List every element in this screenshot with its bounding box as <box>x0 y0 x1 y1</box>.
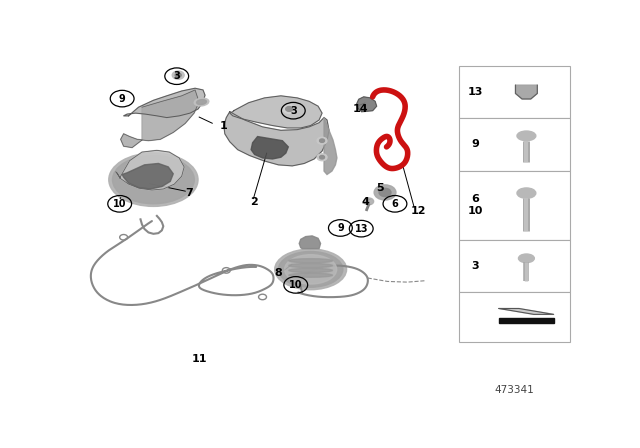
Text: 9: 9 <box>337 223 344 233</box>
FancyBboxPatch shape <box>460 240 570 292</box>
Ellipse shape <box>289 268 332 272</box>
Polygon shape <box>324 117 337 174</box>
Circle shape <box>317 154 327 161</box>
Ellipse shape <box>109 153 198 207</box>
Text: 10: 10 <box>113 199 127 209</box>
Text: 11: 11 <box>191 354 207 364</box>
Text: 3: 3 <box>472 261 479 271</box>
Polygon shape <box>121 90 199 147</box>
Ellipse shape <box>275 249 347 290</box>
Polygon shape <box>356 97 376 112</box>
FancyBboxPatch shape <box>460 66 570 118</box>
Circle shape <box>286 107 291 111</box>
Circle shape <box>319 139 324 142</box>
FancyBboxPatch shape <box>460 118 570 171</box>
Circle shape <box>283 104 296 113</box>
Ellipse shape <box>196 99 206 104</box>
Text: 14: 14 <box>353 104 368 114</box>
Text: 1: 1 <box>220 121 228 131</box>
Ellipse shape <box>194 98 209 106</box>
Text: 13: 13 <box>468 87 483 97</box>
Text: 6: 6 <box>392 199 398 209</box>
Circle shape <box>364 198 374 205</box>
Ellipse shape <box>113 155 195 204</box>
Polygon shape <box>251 137 288 159</box>
Text: 2: 2 <box>250 197 257 207</box>
Ellipse shape <box>278 251 343 287</box>
Circle shape <box>286 107 292 112</box>
Circle shape <box>374 185 396 200</box>
Text: 7: 7 <box>185 189 193 198</box>
Polygon shape <box>499 309 554 314</box>
Ellipse shape <box>289 258 332 263</box>
Text: 13: 13 <box>355 224 368 234</box>
Ellipse shape <box>285 255 337 284</box>
Polygon shape <box>224 112 329 166</box>
Text: 12: 12 <box>410 206 426 216</box>
Text: 3: 3 <box>173 71 180 81</box>
Polygon shape <box>300 236 321 249</box>
Circle shape <box>319 155 324 159</box>
Polygon shape <box>116 151 184 190</box>
Polygon shape <box>499 318 554 323</box>
Text: 3: 3 <box>290 106 297 116</box>
Polygon shape <box>230 96 322 128</box>
Text: 4: 4 <box>361 197 369 207</box>
Text: 9: 9 <box>472 139 479 150</box>
Circle shape <box>379 188 391 197</box>
Circle shape <box>284 105 293 112</box>
Ellipse shape <box>289 273 332 277</box>
Ellipse shape <box>518 254 534 263</box>
Polygon shape <box>122 164 173 189</box>
Circle shape <box>175 73 181 77</box>
Circle shape <box>317 137 327 144</box>
Text: 5: 5 <box>376 183 384 193</box>
Text: 9: 9 <box>119 94 125 103</box>
Ellipse shape <box>517 131 536 141</box>
FancyBboxPatch shape <box>460 171 570 240</box>
Text: 473341: 473341 <box>495 385 534 395</box>
Ellipse shape <box>289 263 332 267</box>
Ellipse shape <box>517 188 536 198</box>
Circle shape <box>172 71 184 79</box>
FancyBboxPatch shape <box>460 292 570 342</box>
Text: 8: 8 <box>275 268 282 278</box>
Text: 6
10: 6 10 <box>468 194 483 216</box>
Polygon shape <box>515 85 538 99</box>
Text: 10: 10 <box>289 280 303 290</box>
Polygon shape <box>124 88 205 117</box>
